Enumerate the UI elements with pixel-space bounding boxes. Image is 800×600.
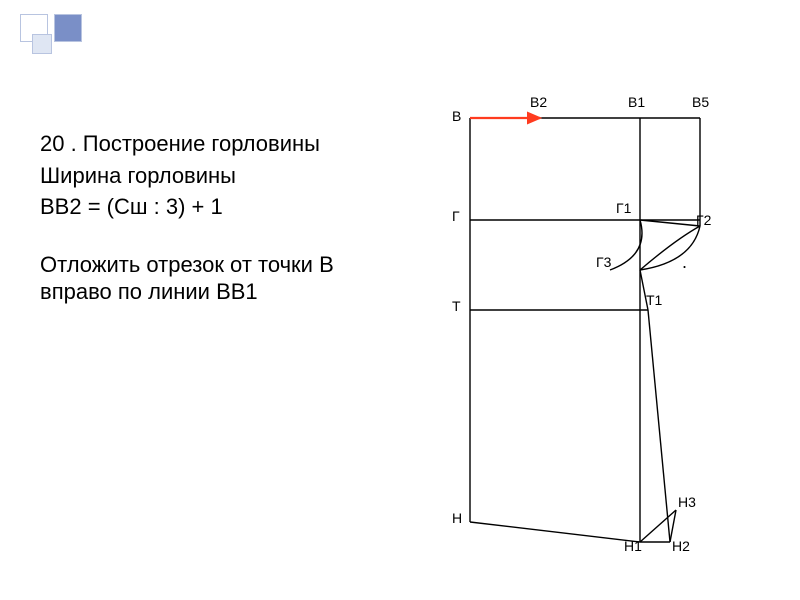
label-G: Г — [452, 208, 460, 224]
label-G1: Г1 — [616, 200, 631, 216]
pattern-diagram: В В2 В1 В5 Г Г1 Г2 Г3 . Т Т1 Н Н1 Н2 Н3 — [400, 90, 760, 560]
label-H2: Н2 — [672, 538, 690, 554]
label-H3: Н3 — [678, 494, 696, 510]
label-dot: . — [682, 252, 687, 273]
label-B5: В5 — [692, 94, 709, 110]
label-T1: Т1 — [646, 292, 662, 308]
slide: 20 . Построение горловины Ширина горлови… — [0, 0, 800, 600]
diagram-svg — [400, 90, 760, 560]
line-1: 20 . Построение горловины — [40, 130, 380, 158]
label-B2: В2 — [530, 94, 547, 110]
label-G3: Г3 — [596, 254, 611, 270]
line-4: Отложить отрезок от точки В вправо по ли… — [40, 251, 380, 306]
label-H: Н — [452, 510, 462, 526]
label-G2: Г2 — [696, 212, 711, 228]
label-B: В — [452, 108, 461, 124]
instruction-text: 20 . Построение горловины Ширина горлови… — [40, 130, 380, 310]
label-B1: В1 — [628, 94, 645, 110]
label-T: Т — [452, 298, 461, 314]
line-3: ВВ2 = (Сш : 3) + 1 — [40, 193, 380, 221]
label-H1: Н1 — [624, 538, 642, 554]
line-2: Ширина горловины — [40, 162, 380, 190]
